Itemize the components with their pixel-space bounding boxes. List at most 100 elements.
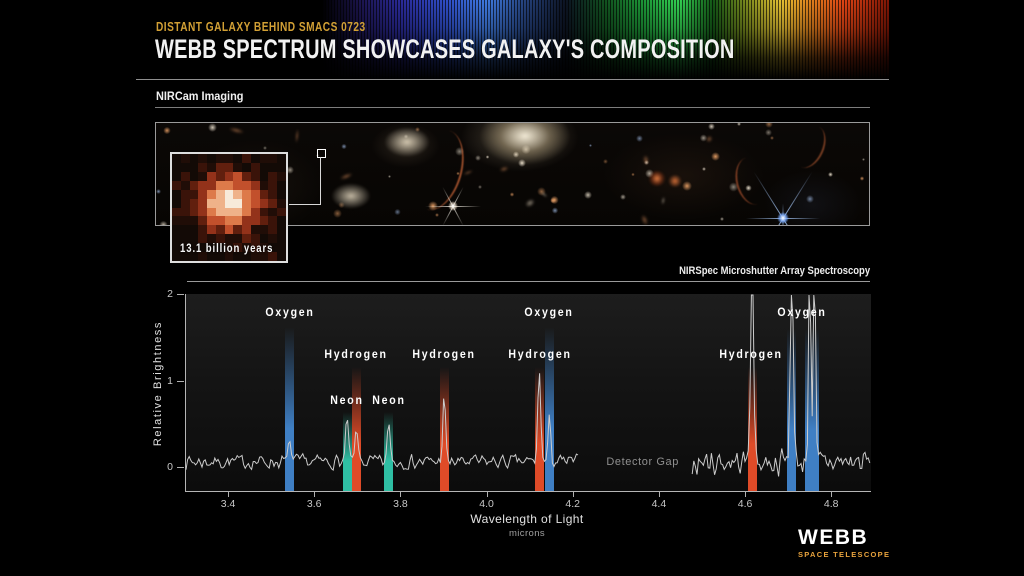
galaxy-pixel [189,243,199,253]
galaxy-pixel [277,252,286,261]
galaxy-pixel [180,225,190,235]
galaxy-pixel [250,198,260,208]
galaxy-pixel [242,180,251,190]
galaxy-pixel [233,234,243,244]
galaxy-pixel [233,162,243,172]
galaxy-pixel [268,171,278,181]
emission-label-neon: Neon [372,393,406,408]
galaxy-pixel [259,162,269,172]
galaxy-pixel [268,162,278,172]
galaxy-pixel [189,234,199,244]
webb-logo-wordmark: WEBB [798,526,869,549]
galaxy-pixel [259,243,269,253]
x-axis-tick [314,492,316,497]
galaxy-pixel [224,180,234,190]
webb-logo: WEBB SPACE TELESCOPE [798,526,890,559]
galaxy-pixel [224,216,234,226]
emission-band-hydrogen [534,366,544,491]
galaxy-pixel [233,252,243,261]
galaxy-pixel [172,171,181,181]
star [394,208,401,216]
galaxy-pixel [189,216,199,226]
galaxy-pixel [207,154,216,163]
galaxy-pixel [277,243,286,253]
galaxy-pixel [172,234,181,244]
galaxy-pixel [250,162,260,172]
nirspec-section-label: NIRSpec Microshutter Array Spectroscopy [678,265,870,277]
galaxy-pixel [224,171,234,181]
marker-connector-horizontal [289,204,321,205]
spectrum-banner [322,0,889,80]
galaxy-pixel [250,243,260,253]
spectrum-trace [186,294,871,477]
lensed-arc [730,153,774,209]
star [434,213,440,218]
emission-band-hydrogen [352,366,362,491]
star [159,220,168,225]
galaxy-pixel [250,216,260,226]
emission-label-hydrogen: Hydrogen [324,346,388,361]
galaxy-pixel [189,198,199,208]
distant-galaxy [523,197,536,209]
galaxy-pixel [215,180,225,190]
galaxy-pixel [198,207,208,217]
galaxy-pixel [189,180,199,190]
galaxy-pixel [250,180,260,190]
galaxy-pixel [215,243,225,253]
galaxy-pixel [189,171,199,181]
x-axis-tick [228,492,230,497]
galaxy-pixel [277,154,286,163]
galaxy-pixel [180,216,190,226]
galaxy-pixel [277,225,286,235]
emission-band-hydrogen [439,366,449,491]
galaxy-pixel [207,234,216,244]
emission-band-neon [342,411,352,491]
emission-label-oxygen: Oxygen [524,305,574,320]
galaxy-pixel [233,154,243,163]
galaxy-pixel [180,198,190,208]
galaxy-pixel [268,243,278,253]
emission-band-hydrogen [747,366,757,491]
galaxy-pixel [215,207,225,217]
galaxy-pixel [224,225,234,235]
galaxy-pixel [242,198,251,208]
galaxy-pixel [268,180,278,190]
star [478,185,482,189]
galaxy-pixelated-image [172,154,286,261]
emission-label-hydrogen: Hydrogen [508,346,572,361]
galaxy-pixel [180,252,190,261]
nircam-divider [155,107,870,108]
galaxy-pixel [198,162,208,172]
galaxy-pixel [215,252,225,261]
galaxy-pixel [242,162,251,172]
star [341,143,347,149]
star [619,193,627,201]
galaxy-pixel [224,198,234,208]
emission-band-oxygen [787,328,797,491]
galaxy-pixel [224,252,234,261]
galaxy-pixel [224,234,234,244]
galaxy-pixel [198,198,208,208]
galaxy-pixel [233,225,243,235]
galaxy-pixel [172,180,181,190]
galaxy-pixel [198,225,208,235]
star [764,123,773,129]
distant-galaxy [640,213,650,225]
galaxy-pixel [277,234,286,244]
galaxy-pixel [277,189,286,199]
eyebrow-title: DISTANT GALAXY BEHIND SMACS 0723 [156,19,366,34]
galaxy-pixel [172,198,181,208]
galaxy-pixel [242,154,251,163]
star [509,192,515,197]
distant-galaxy [339,171,354,181]
page-title: WEBB SPECTRUM SHOWCASES GALAXY'S COMPOSI… [155,34,735,64]
galaxy-pixel [180,243,190,253]
x-axis-tick [400,492,402,497]
bright-elliptical-galaxy [479,123,571,165]
star [163,126,171,135]
x-axis-units: microns [508,528,546,539]
galaxy-pixel [268,207,278,217]
y-axis-tick-label: 0 [167,461,173,473]
star [631,172,636,177]
galaxy-pixel [277,216,286,226]
